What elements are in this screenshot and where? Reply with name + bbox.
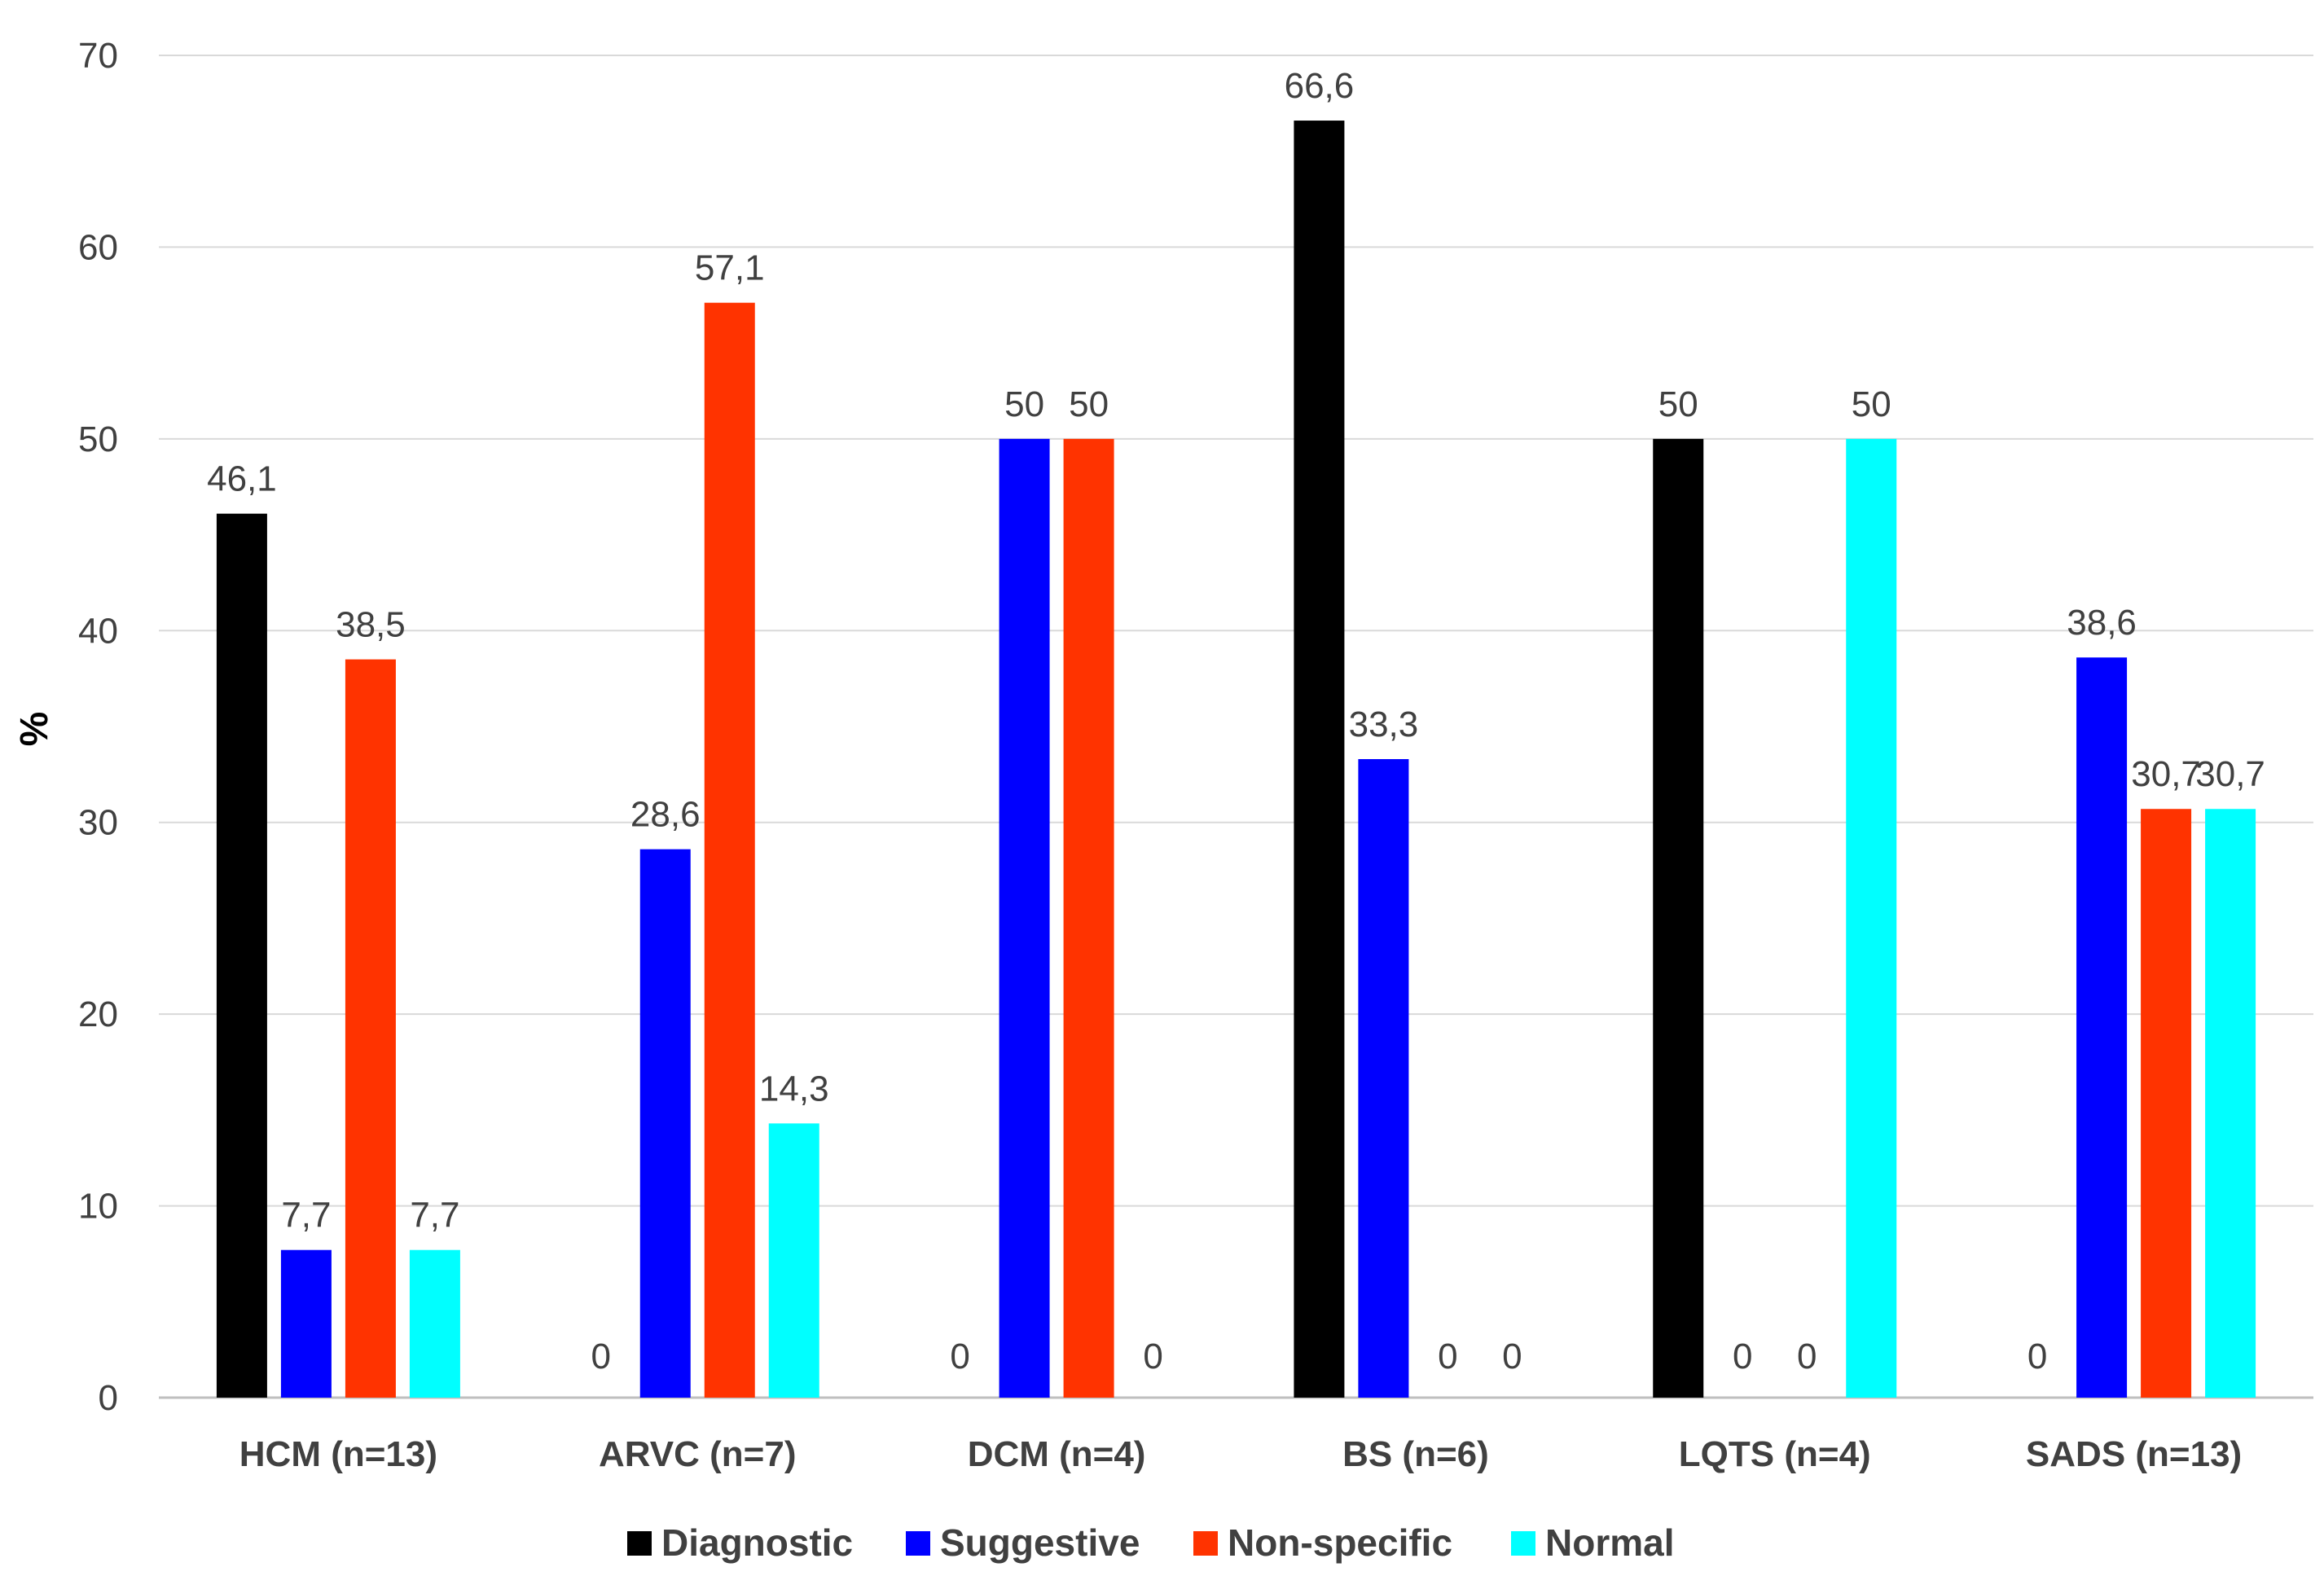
data-labels: 46,1 7,7 38,5 7,7 0 28,6 57,1 14,3 0 50 50 0 66,6 33,… [207, 66, 2265, 1376]
y-tick-label: 30 [78, 803, 118, 843]
data-label: 50 [1658, 384, 1698, 424]
legend: Diagnostic Suggestive Non-specific Normal [627, 1521, 1674, 1564]
data-label: 0 [950, 1337, 969, 1376]
bar-normal-0 [409, 1249, 460, 1398]
bar-normal-1 [768, 1123, 819, 1398]
bar-normal-5 [2205, 809, 2256, 1398]
data-label: 33,3 [1349, 705, 1419, 744]
bar-non-specific-0 [345, 659, 396, 1398]
legend-swatch [627, 1531, 652, 1556]
legend-swatch [1193, 1531, 1218, 1556]
x-category-label: HCM (n=13) [239, 1434, 437, 1474]
bars [216, 121, 2256, 1398]
bar-non-specific-5 [2141, 809, 2192, 1398]
x-category-label: BS (n=6) [1342, 1434, 1489, 1474]
data-label: 46,1 [207, 459, 277, 499]
legend-item: Diagnostic [627, 1521, 853, 1564]
data-label: 28,6 [630, 795, 701, 835]
gridlines [159, 55, 2313, 1399]
x-category-label: LQTS (n=4) [1679, 1434, 1871, 1474]
legend-item: Non-specific [1193, 1521, 1452, 1564]
bar-diagnostic-0 [216, 513, 267, 1398]
data-label: 57,1 [695, 248, 765, 288]
legend-item: Normal [1511, 1521, 1674, 1564]
data-label: 0 [1143, 1337, 1162, 1376]
data-label: 7,7 [281, 1196, 331, 1236]
data-label: 7,7 [410, 1196, 459, 1236]
y-tick-label: 10 [78, 1187, 118, 1227]
y-tick-label: 70 [78, 36, 118, 76]
y-tick-label: 20 [78, 994, 118, 1034]
x-category-label: ARVC (n=7) [599, 1434, 796, 1474]
x-category-label: SADS (n=13) [2026, 1434, 2242, 1474]
bar-suggestive-5 [2076, 657, 2128, 1398]
data-label: 38,6 [2067, 603, 2137, 643]
legend-label: Suggestive [940, 1521, 1140, 1564]
bar-diagnostic-4 [1653, 438, 1704, 1398]
legend-swatch [906, 1531, 930, 1556]
data-label: 50 [1004, 384, 1044, 424]
y-tick-label: 0 [99, 1378, 118, 1418]
legend-swatch [1511, 1531, 1535, 1556]
legend-label: Non-specific [1228, 1521, 1452, 1564]
data-label: 0 [2027, 1337, 2047, 1376]
legend-label: Diagnostic [661, 1521, 853, 1564]
legend-label: Normal [1545, 1521, 1674, 1564]
bar-diagnostic-3 [1294, 121, 1345, 1398]
data-label: 0 [1502, 1337, 1522, 1376]
x-axis-categories: HCM (n=13) ARVC (n=7) DCM (n=4) BS (n=6) LQT… [239, 1434, 2242, 1474]
y-tick-label: 50 [78, 419, 118, 459]
data-label: 30,7 [2195, 754, 2265, 794]
y-axis-label: % [13, 712, 56, 747]
y-tick-label: 40 [78, 611, 118, 651]
bar-suggestive-0 [280, 1249, 332, 1398]
data-label: 0 [1438, 1337, 1457, 1376]
data-label: 30,7 [2131, 754, 2201, 794]
data-label: 50 [1852, 384, 1891, 424]
y-axis-ticks: 0 10 20 30 40 50 60 70 [78, 36, 118, 1418]
x-category-label: DCM (n=4) [968, 1434, 1146, 1474]
data-label: 66,6 [1285, 66, 1355, 106]
data-label: 50 [1069, 384, 1109, 424]
bar-non-specific-2 [1063, 438, 1114, 1398]
legend-item: Suggestive [906, 1521, 1140, 1564]
data-label: 38,5 [336, 605, 406, 645]
bar-suggestive-1 [639, 849, 691, 1398]
bar-suggestive-3 [1358, 759, 1409, 1398]
bar-suggestive-2 [999, 438, 1050, 1398]
bar-non-specific-1 [704, 302, 755, 1398]
data-label: 14,3 [759, 1069, 829, 1108]
data-label: 0 [1797, 1337, 1817, 1376]
data-label: 0 [1733, 1337, 1752, 1376]
y-tick-label: 60 [78, 227, 118, 267]
data-label: 0 [591, 1337, 611, 1376]
bar-normal-4 [1846, 438, 1897, 1398]
